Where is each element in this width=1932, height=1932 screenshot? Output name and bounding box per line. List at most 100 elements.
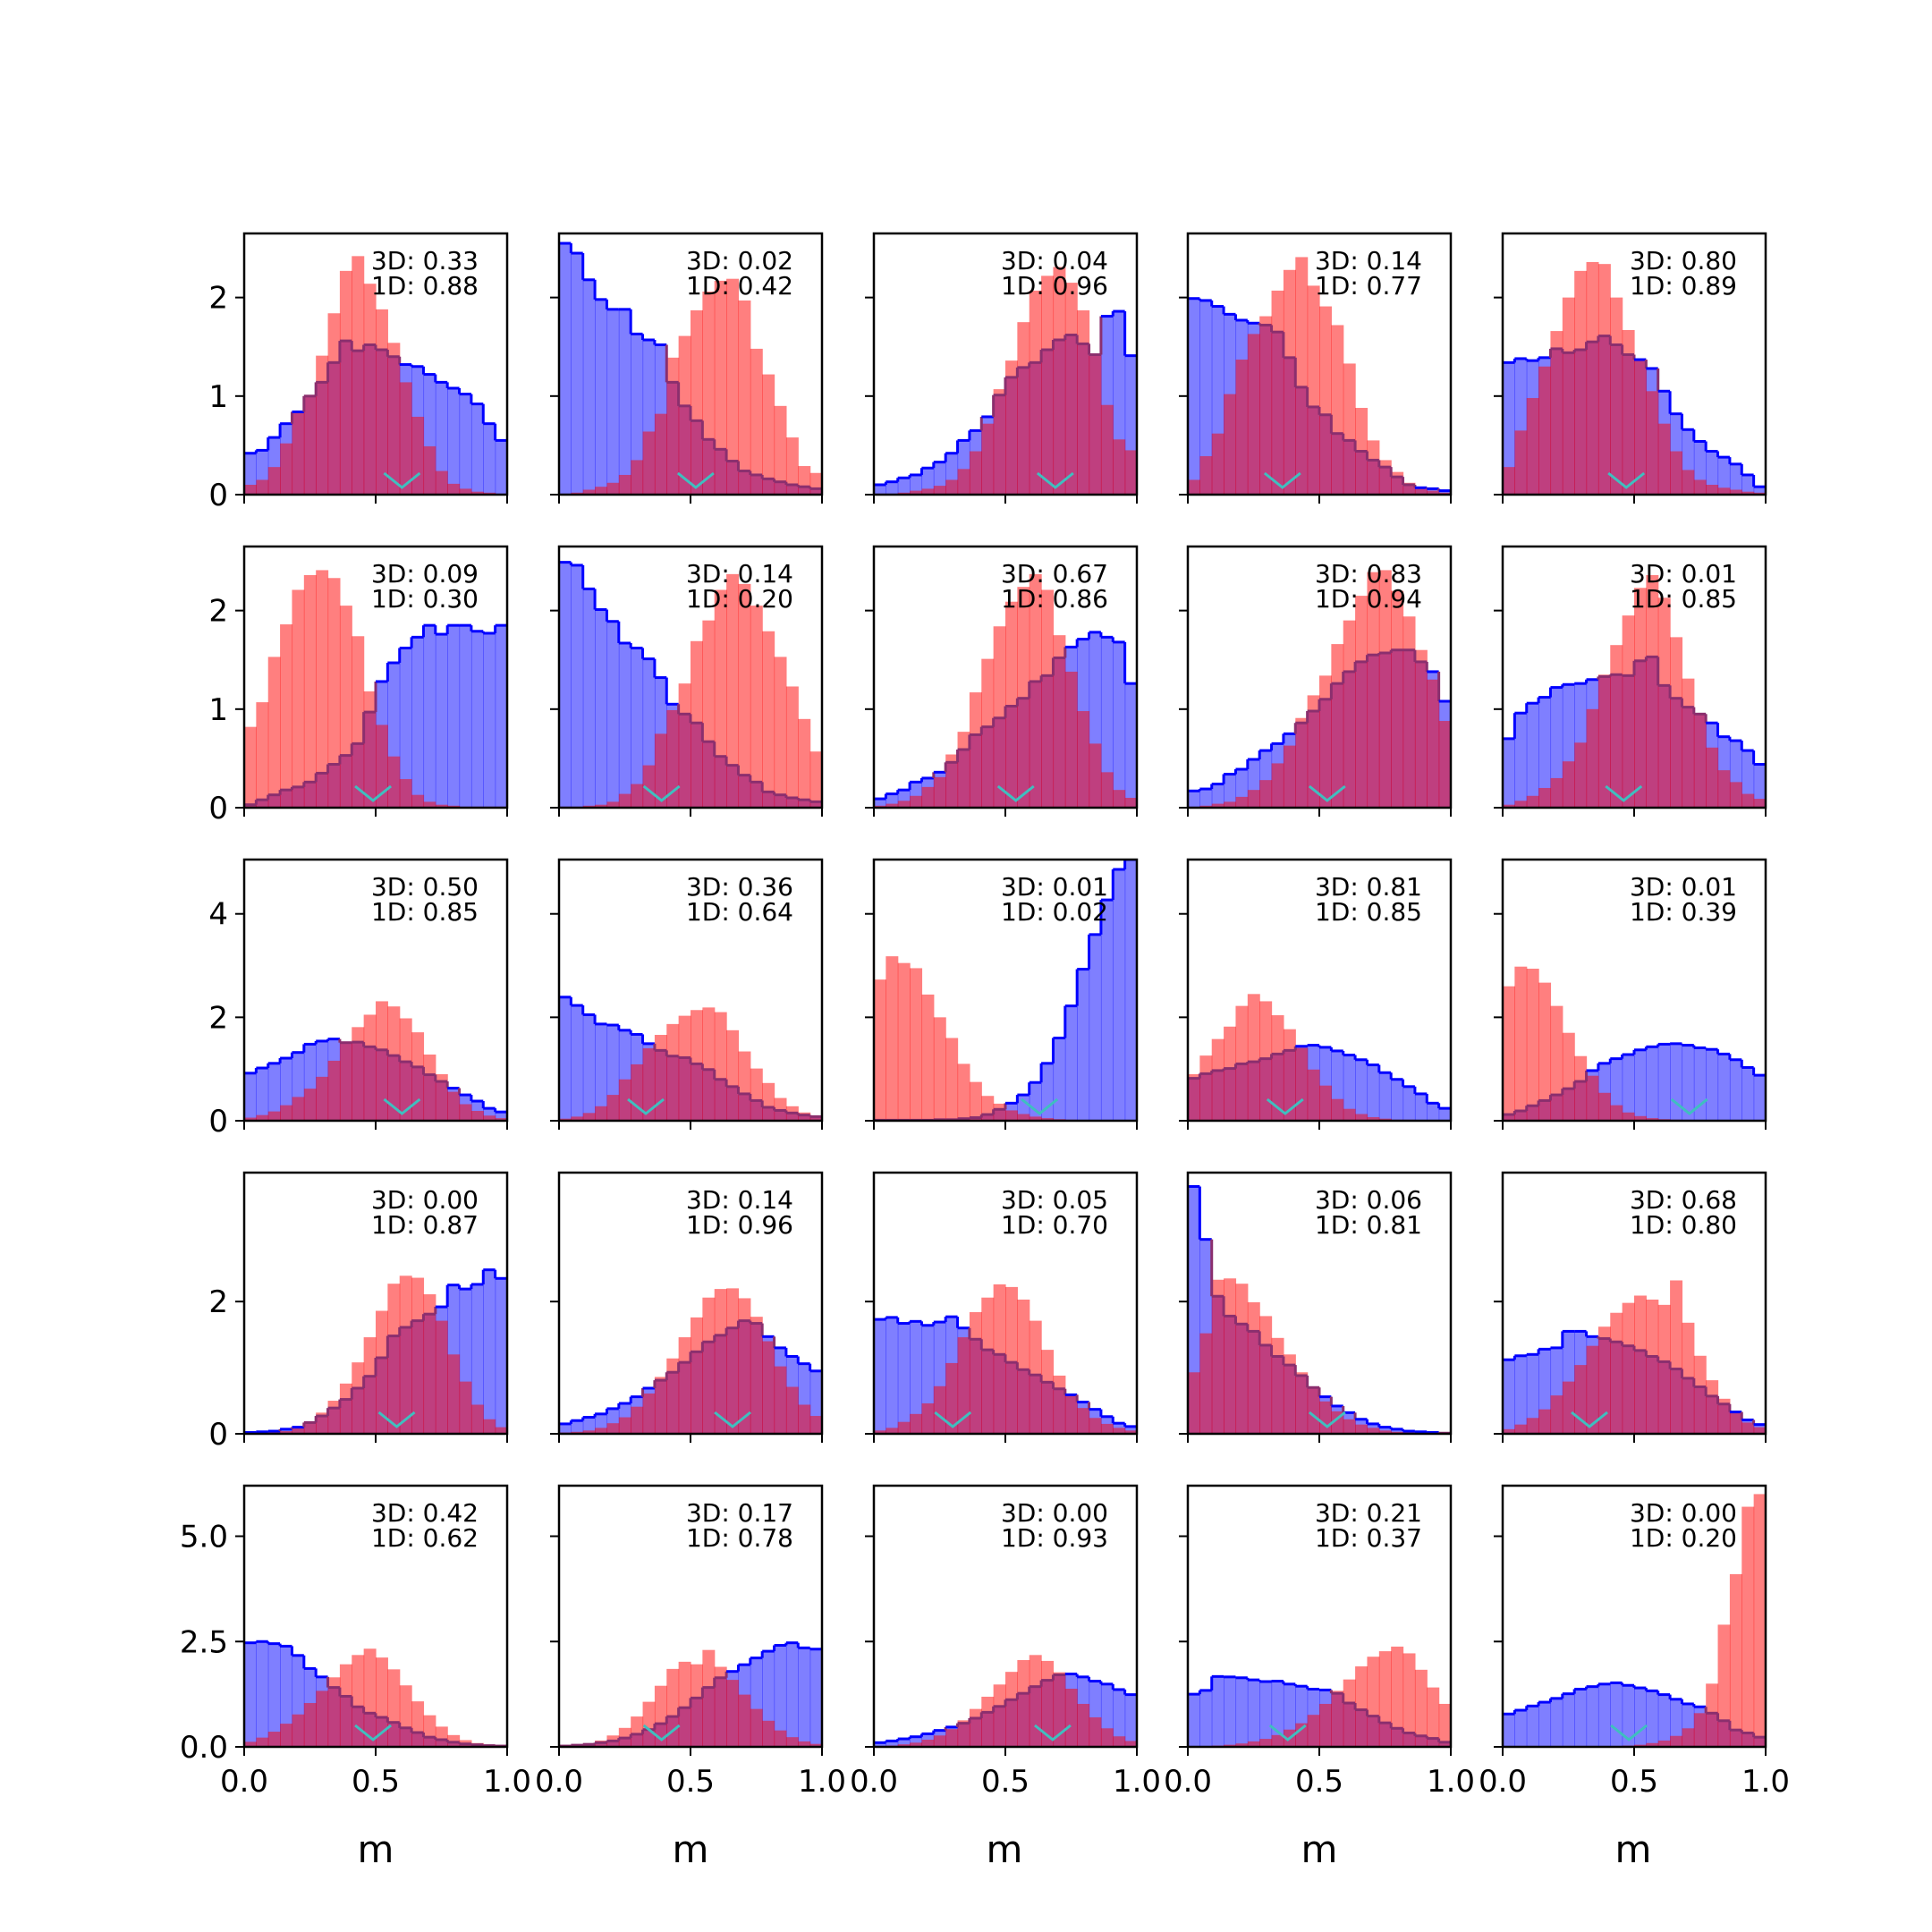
blue-bar xyxy=(1391,1079,1404,1121)
red-bar xyxy=(1586,1075,1599,1121)
mean-marker xyxy=(1266,1097,1304,1115)
panel-plot-area xyxy=(1503,1280,1766,1434)
red-bar xyxy=(399,1018,412,1121)
red-bar xyxy=(1029,1116,1042,1121)
red-bar xyxy=(1378,460,1392,495)
red-bar xyxy=(702,620,716,808)
red-bar xyxy=(993,1103,1006,1121)
red-bar xyxy=(1586,261,1599,495)
red-bar xyxy=(363,1648,377,1747)
red-bar xyxy=(886,956,899,1121)
red-bar xyxy=(459,1104,472,1121)
blue-bar xyxy=(244,1072,257,1121)
blue-bar xyxy=(1211,784,1224,808)
blue-bar xyxy=(1199,789,1213,808)
red-bar xyxy=(1646,1118,1659,1121)
red-bar xyxy=(714,280,727,495)
red-bar xyxy=(738,1694,751,1747)
red-bar xyxy=(267,657,281,808)
blue-bar xyxy=(1753,487,1766,495)
annotation-3d: 3D: 0.01 xyxy=(1630,559,1737,589)
red-bar xyxy=(352,1362,365,1434)
blue-bar xyxy=(1199,1690,1213,1747)
red-bar xyxy=(339,1383,352,1434)
red-bar xyxy=(1100,404,1114,495)
mean-marker xyxy=(1021,1097,1059,1115)
red-bar xyxy=(1089,354,1102,495)
annotation-1d: 1D: 0.80 xyxy=(1630,1210,1737,1240)
blue-bar xyxy=(1378,1427,1392,1434)
panel-plot-area xyxy=(1188,994,1451,1121)
red-bar xyxy=(798,1112,811,1121)
panel-plot-area xyxy=(1503,574,1766,808)
red-bar xyxy=(1211,1279,1224,1434)
red-bar xyxy=(1343,620,1356,808)
red-bar xyxy=(1574,270,1588,495)
red-bar xyxy=(1717,487,1731,495)
blue-bar xyxy=(559,996,572,1121)
red-bar xyxy=(1729,782,1742,808)
red-bar xyxy=(762,374,775,495)
red-bar xyxy=(595,804,608,808)
panel-plot-area xyxy=(1188,257,1451,495)
red-bar xyxy=(631,1406,644,1434)
red-bar xyxy=(750,606,763,808)
red-bar xyxy=(666,1358,680,1434)
red-bar xyxy=(1438,1703,1451,1747)
red-bar xyxy=(1729,1573,1742,1747)
annotation-3d: 3D: 0.42 xyxy=(371,1498,479,1528)
red-bar xyxy=(606,482,620,495)
red-bar xyxy=(1029,290,1042,495)
blue-bar xyxy=(267,1063,281,1121)
red-bar xyxy=(1717,770,1731,808)
blue-bar xyxy=(1550,687,1563,808)
red-bar xyxy=(654,733,667,808)
blue-bar xyxy=(559,562,572,808)
red-bar xyxy=(303,395,317,495)
red-bar xyxy=(387,756,401,808)
x-tick-label: 0.5 xyxy=(981,1764,1030,1800)
blue-bar xyxy=(618,309,631,495)
annotation-1d: 1D: 0.87 xyxy=(371,1210,479,1240)
blue-bar xyxy=(582,1014,596,1121)
annotation-1d: 1D: 0.77 xyxy=(1315,271,1422,301)
red-bar xyxy=(702,1297,716,1434)
annotation-1d: 1D: 0.20 xyxy=(686,584,793,614)
red-bar xyxy=(785,1386,799,1434)
red-bar xyxy=(1391,1646,1404,1747)
red-bar xyxy=(691,640,703,808)
red-bar xyxy=(945,1729,959,1747)
blue-bar xyxy=(1188,791,1200,808)
panel-plot-area xyxy=(1503,966,1766,1121)
red-bar xyxy=(1064,1395,1078,1434)
x-axis-label: m xyxy=(1615,1827,1652,1871)
red-bar xyxy=(1053,1375,1066,1434)
red-bar xyxy=(1113,790,1126,808)
red-bar xyxy=(957,1063,970,1121)
red-bar xyxy=(618,1079,631,1121)
x-tick-label: 1.0 xyxy=(1113,1764,1161,1800)
red-bar xyxy=(1199,1333,1213,1434)
blue-bar xyxy=(1717,1054,1731,1121)
red-bar xyxy=(1283,745,1296,808)
blue-bar xyxy=(571,1005,584,1121)
x-axis-label: m xyxy=(1301,1827,1338,1871)
red-bar xyxy=(886,803,899,808)
red-bar xyxy=(631,1716,644,1747)
blue-bar xyxy=(447,625,461,808)
red-bar xyxy=(1295,1723,1309,1747)
red-bar xyxy=(981,1297,995,1434)
x-tick-label: 0.0 xyxy=(535,1764,583,1800)
blue-bar xyxy=(470,403,484,495)
red-bar xyxy=(1729,1412,1742,1434)
mean-marker xyxy=(1308,1411,1346,1428)
red-bar xyxy=(1574,1055,1588,1121)
annotation-3d: 3D: 0.80 xyxy=(1630,246,1737,275)
red-bar xyxy=(921,488,935,495)
blue-bar xyxy=(571,253,584,495)
red-bar xyxy=(316,570,329,808)
red-bar xyxy=(1597,1326,1611,1434)
red-bar xyxy=(267,467,281,495)
red-bar xyxy=(1427,1687,1440,1747)
